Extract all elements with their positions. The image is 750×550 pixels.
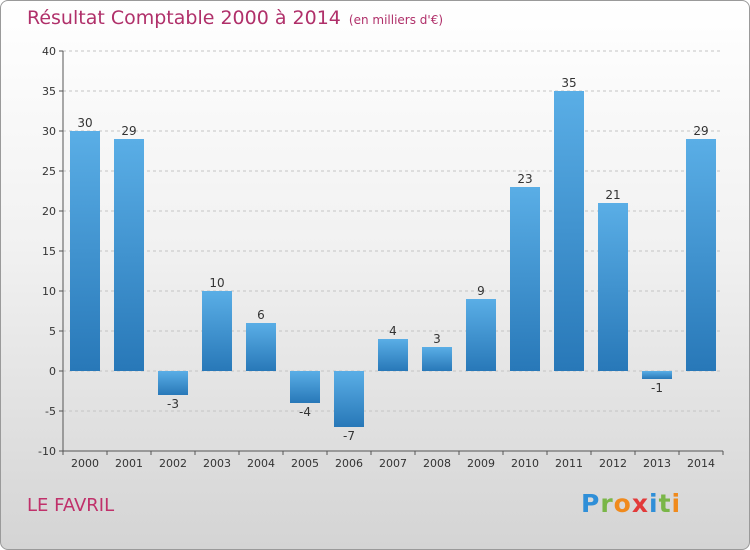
bar bbox=[422, 347, 452, 371]
x-tick-label: 2003 bbox=[203, 457, 231, 470]
x-tick-label: 2005 bbox=[291, 457, 319, 470]
data-label: -1 bbox=[651, 381, 663, 395]
chart-title: Résultat Comptable 2000 à 2014 (en millie… bbox=[27, 7, 444, 29]
bar bbox=[510, 187, 540, 371]
proxiti-logo: Proxiti bbox=[581, 489, 682, 518]
commune-name: LE FAVRIL bbox=[27, 495, 115, 516]
x-tick-label: 2006 bbox=[335, 457, 363, 470]
x-tick-label: 2002 bbox=[159, 457, 187, 470]
x-tick-label: 2010 bbox=[511, 457, 539, 470]
data-label: 23 bbox=[517, 172, 532, 186]
y-tick-label: 20 bbox=[42, 205, 56, 218]
y-tick-label: 5 bbox=[49, 325, 56, 338]
data-label: 9 bbox=[477, 284, 485, 298]
y-tick-label: 15 bbox=[42, 245, 56, 258]
bar bbox=[466, 299, 496, 371]
data-label: 3 bbox=[433, 332, 441, 346]
x-tick-label: 2004 bbox=[247, 457, 275, 470]
x-tick-label: 2011 bbox=[555, 457, 583, 470]
x-tick-label: 2008 bbox=[423, 457, 451, 470]
y-tick-label: 10 bbox=[42, 285, 56, 298]
data-label: 6 bbox=[257, 308, 265, 322]
y-tick-label: -10 bbox=[38, 445, 56, 458]
x-tick-label: 2012 bbox=[599, 457, 627, 470]
bar bbox=[114, 139, 144, 371]
y-tick-label: 25 bbox=[42, 165, 56, 178]
y-tick-label: 0 bbox=[49, 365, 56, 378]
bar bbox=[598, 203, 628, 371]
chart-subtitle: (en milliers d'€) bbox=[348, 13, 444, 27]
data-label: -4 bbox=[299, 405, 311, 419]
x-tick-label: 2001 bbox=[115, 457, 143, 470]
data-label: 30 bbox=[77, 116, 92, 130]
bar bbox=[202, 291, 232, 371]
y-tick-label: 40 bbox=[42, 45, 56, 58]
x-tick-label: 2007 bbox=[379, 457, 407, 470]
x-tick-label: 2014 bbox=[687, 457, 715, 470]
data-label: 21 bbox=[605, 188, 620, 202]
bar bbox=[246, 323, 276, 371]
bar bbox=[290, 371, 320, 403]
data-label: -3 bbox=[167, 397, 179, 411]
y-tick-label: 35 bbox=[42, 85, 56, 98]
bar bbox=[554, 91, 584, 371]
x-tick-label: 2000 bbox=[71, 457, 99, 470]
data-label: 29 bbox=[693, 124, 708, 138]
bar bbox=[70, 131, 100, 371]
data-label: -7 bbox=[343, 429, 355, 443]
x-tick-label: 2013 bbox=[643, 457, 671, 470]
x-tick-label: 2009 bbox=[467, 457, 495, 470]
bar bbox=[686, 139, 716, 371]
bar bbox=[642, 371, 672, 379]
data-label: 4 bbox=[389, 324, 397, 338]
y-tick-label: -5 bbox=[45, 405, 56, 418]
bar bbox=[334, 371, 364, 427]
bar bbox=[158, 371, 188, 395]
data-label: 35 bbox=[561, 76, 576, 90]
data-label: 29 bbox=[121, 124, 136, 138]
bar bbox=[378, 339, 408, 371]
y-tick-label: 30 bbox=[42, 125, 56, 138]
data-label: 10 bbox=[209, 276, 224, 290]
